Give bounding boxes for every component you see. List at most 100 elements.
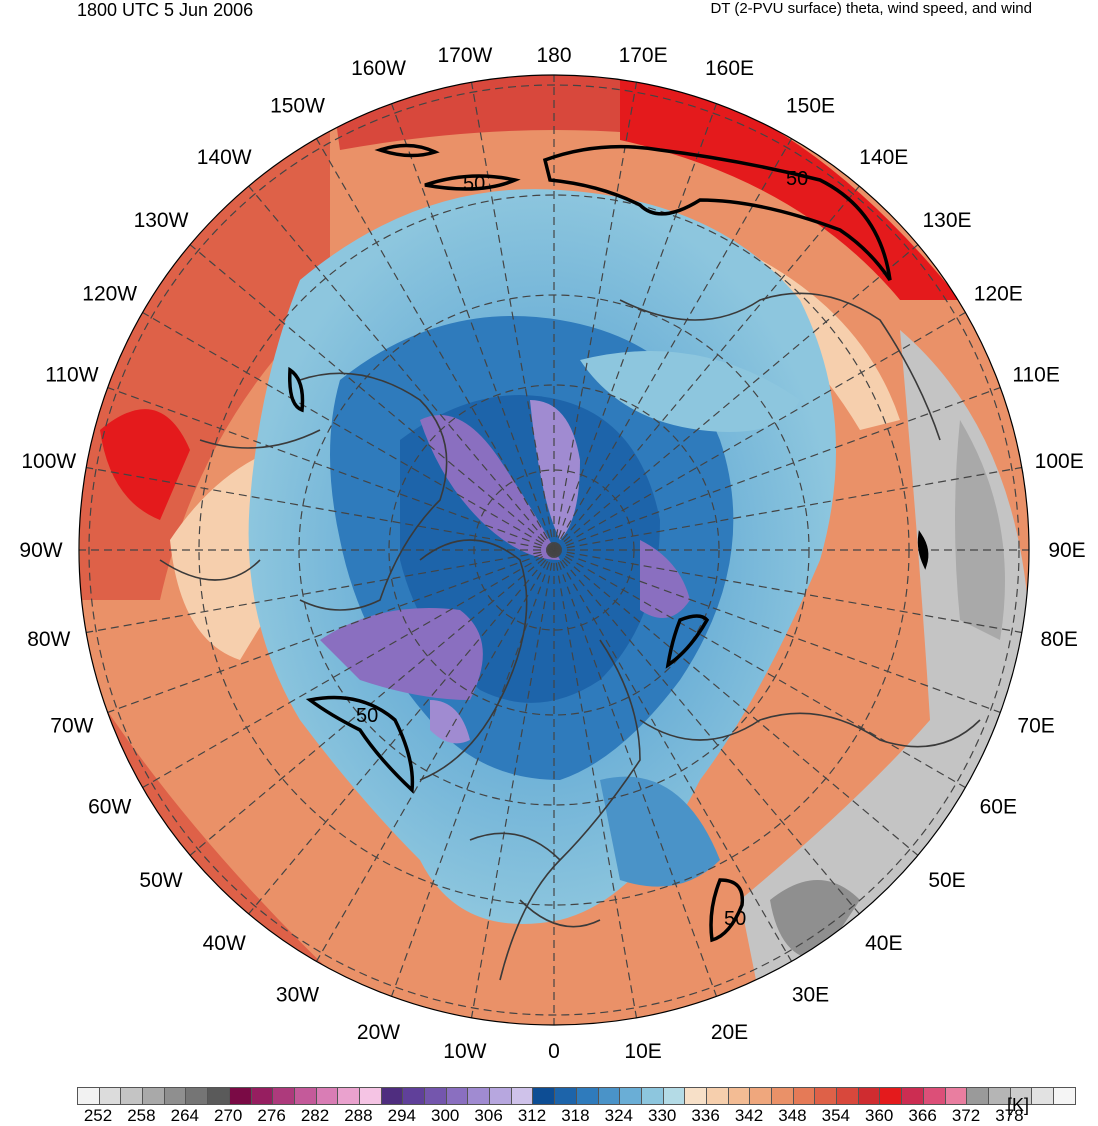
colorbar-tick-label: 348 [778,1106,807,1125]
colorbar-tick-label: 354 [821,1106,850,1125]
colorbar-swatch [142,1087,165,1105]
polar-map: 50 50 50 50 180 170E160E150E140E130E120E1… [19,44,1085,1063]
meridian-line [86,549,555,634]
longitude-label: 20E [711,1021,748,1044]
meridian-line [189,549,555,856]
wind-speed-contours [288,143,929,943]
meridian-line [248,185,555,551]
meridian-line [315,549,555,962]
longitude-label: 140W [197,146,252,169]
colorbar-units: [K] [1007,1095,1030,1115]
contour-label: 50 [786,168,808,190]
valid-time-title: 1800 UTC 5 Jun 2006 [77,0,254,20]
colorbar-tick-label: 282 [300,1106,330,1125]
colorbar-swatch [98,1087,122,1105]
longitude-label: 170W [437,44,492,67]
meridian-line [553,549,919,856]
meridian-line [553,103,718,551]
meridian-line [315,138,555,551]
meridian-line [553,549,1001,714]
colorbar-swatch [402,1087,425,1105]
colorbar-tick-label: 288 [344,1106,373,1125]
colorbar-swatch [662,1087,686,1105]
meridian-line [470,82,555,551]
colorbar-tick-label: 342 [734,1106,764,1125]
colorbar-swatch [489,1087,512,1105]
longitude-label: 50W [139,869,182,892]
longitude-label: 60W [88,796,131,819]
colorbar-swatch [857,1087,881,1105]
colorbar-swatch [597,1087,621,1105]
longitude-label: 100E [1035,450,1084,473]
colorbar-swatch [944,1087,968,1105]
colorbar-tick-label: 252 [83,1106,113,1125]
meridian-line [553,549,638,1018]
meridian-line [553,185,860,551]
meridians [79,75,1029,1025]
longitude-label: 110E [1012,364,1060,387]
longitude-label: 10W [443,1040,486,1063]
colorbar-tick-label: 336 [691,1106,720,1125]
meridian-line [553,466,1022,551]
colorbar-swatch [293,1087,317,1105]
colorbar-swatch [120,1087,144,1105]
longitude-label: 150E [786,95,835,118]
contour-label: 50 [356,705,378,727]
longitude-label: 170E [619,44,668,67]
meridian-line [189,244,555,551]
colorbar-swatch [619,1087,642,1105]
longitude-label: 130W [134,209,189,232]
longitude-label: 140E [859,146,908,169]
theta-field [79,75,1029,1025]
meridian-line [390,103,555,551]
longitude-label: 180 [536,44,571,67]
colorbar-swatch [771,1087,794,1105]
colorbar-swatch [510,1087,534,1105]
colorbar-swatch [554,1087,577,1105]
longitude-label: 30E [792,983,829,1006]
meridian-line [107,386,555,551]
colorbar-tick-label: 360 [865,1106,894,1125]
colorbar-tick-label: 306 [474,1106,503,1125]
longitude-label: 70W [50,715,93,738]
longitude-label: 160W [351,57,406,80]
colorbar-swatch [337,1087,360,1105]
colorbar-swatch [228,1087,252,1105]
colorbar-tick-label: 312 [517,1106,547,1125]
meridian-line [470,549,555,1018]
colorbar-swatch [1052,1087,1076,1105]
colorbar-tick-label: 258 [127,1106,156,1125]
longitude-label: 60E [980,796,1017,819]
colorbar-tick-label: 276 [257,1106,286,1125]
meridian-line [553,549,1022,634]
longitude-label: 0 [548,1040,560,1063]
longitude-label: 100W [21,450,76,473]
longitude-label: 70E [1017,715,1054,738]
colorbar-swatch [684,1087,707,1105]
colorbar-swatch [575,1087,599,1105]
colorbar-swatch [922,1087,946,1105]
longitude-label: 20W [357,1021,400,1044]
map-boundary [78,74,1030,1026]
colorbar-tick-label: 378 [995,1106,1024,1125]
colorbar-swatch [77,1087,100,1105]
colorbar-tick-label: 366 [908,1106,937,1125]
field-description-title: DT (2-PVU surface) theta, wind speed, an… [710,0,1032,17]
meridian-line [553,549,793,962]
longitude-label: 40W [203,932,246,955]
meridian-line [107,549,555,714]
longitude-label: 10E [624,1040,661,1063]
colorbar-swatch [640,1087,664,1105]
longitude-label: 120E [974,283,1023,306]
colorbar-tick-label: 300 [431,1106,460,1125]
colorbar-swatch [792,1087,816,1105]
colorbar-tick-label: 264 [170,1106,199,1125]
colorbar-swatch [705,1087,729,1105]
colorbar-tick-label: 330 [648,1106,677,1125]
colorbar-swatch [250,1087,274,1105]
meridian-line [553,549,718,997]
longitude-label: 90E [1048,539,1085,562]
colorbar-tick-labels: 252 258 264 270 276 282 288 294 300 306 312 318 324 3… [77,1106,1024,1126]
wind-speed-contour-labels: 50 50 50 50 [356,168,808,930]
colorbar-swatch [207,1087,230,1105]
